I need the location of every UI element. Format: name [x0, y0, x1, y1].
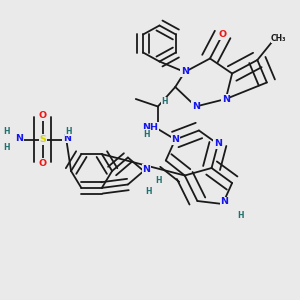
Text: O: O — [39, 159, 47, 168]
Text: O: O — [39, 111, 47, 120]
Text: H: H — [238, 212, 244, 220]
Text: N: N — [192, 102, 200, 111]
Text: H: H — [4, 143, 10, 152]
Text: NH: NH — [142, 123, 158, 132]
Text: N: N — [214, 140, 222, 148]
Text: N: N — [142, 165, 150, 174]
Text: H: H — [4, 127, 10, 136]
Text: H: H — [155, 176, 162, 185]
Text: H: H — [145, 187, 152, 196]
Text: O: O — [219, 30, 227, 39]
Text: N: N — [181, 68, 189, 76]
Text: N: N — [222, 94, 230, 103]
Text: N: N — [171, 135, 179, 144]
Text: H: H — [144, 130, 150, 139]
Text: N: N — [63, 134, 71, 142]
Text: N: N — [220, 197, 228, 206]
Text: H: H — [65, 127, 72, 136]
Text: H: H — [162, 98, 168, 106]
Text: S: S — [39, 135, 46, 144]
Text: CH₃: CH₃ — [271, 34, 286, 43]
Text: N: N — [16, 134, 24, 142]
